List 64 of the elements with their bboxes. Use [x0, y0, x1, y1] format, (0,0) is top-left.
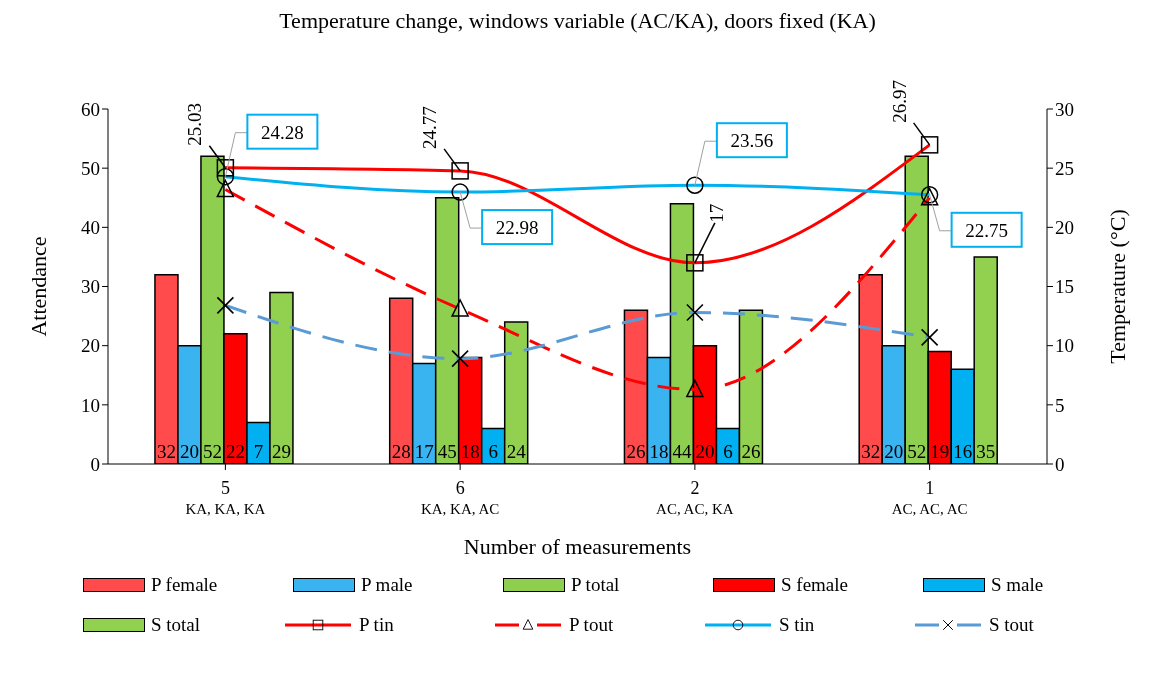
y-tick-label: 10 — [81, 394, 100, 416]
data-label: 24.77 — [419, 106, 441, 149]
y-tick-label: 40 — [81, 217, 100, 239]
legend-label: P tout — [569, 614, 614, 636]
x-axis-title: Number of measurements — [463, 534, 692, 559]
y2-tick-label: 0 — [1055, 453, 1065, 475]
y-axis-title: Attendance — [25, 236, 51, 337]
y-tick-label: 50 — [81, 157, 100, 179]
data-label: 35 — [976, 441, 996, 462]
data-label: 28 — [391, 441, 411, 462]
legend-label: P female — [151, 574, 218, 596]
data-label: 24 — [506, 441, 527, 462]
chart-title: Temperature change, windows variable (AC/KA), doors fixed (KA) — [278, 8, 877, 34]
x-tick-label: 6 KA, KA, AC — [420, 478, 500, 517]
data-label: 32 — [156, 441, 176, 462]
data-label: 16 — [953, 441, 973, 462]
x-tick-label: 1 AC, AC, AC — [891, 478, 968, 517]
data-label: 44 — [672, 441, 692, 462]
y-tick-label: 0 — [90, 453, 100, 475]
data-label: 17 — [705, 203, 727, 223]
legend-label: P total — [571, 574, 620, 596]
data-label: 20 — [695, 441, 715, 462]
data-label: 26.97 — [888, 80, 910, 123]
data-label: 20 — [179, 441, 199, 462]
data-label: 26 — [626, 441, 646, 462]
data-label: 20 — [884, 441, 904, 462]
data-label: 52 — [202, 441, 222, 462]
data-label: 26 — [741, 441, 761, 462]
data-label: 18 — [460, 441, 480, 462]
data-label: 45 — [437, 441, 457, 462]
y-tick-label: 60 — [81, 98, 100, 120]
data-label: 23.56 — [730, 130, 774, 152]
y2-axis-title: Temperature (°C) — [1104, 209, 1130, 364]
y2-tick-label: 25 — [1055, 157, 1074, 179]
data-label: 6 — [488, 441, 498, 462]
y2-tick-label: 30 — [1055, 98, 1074, 120]
data-label: 22.75 — [965, 219, 1008, 241]
x-tick-label: 5 KA, KA, KA — [185, 478, 266, 517]
legend-label: S female — [781, 574, 849, 596]
legend-label: S tout — [989, 614, 1034, 636]
legend-label: S tin — [779, 614, 815, 636]
data-label: 7 — [253, 441, 264, 462]
data-label: 19 — [930, 441, 950, 462]
data-label: 52 — [907, 441, 927, 462]
data-label: 29 — [271, 441, 291, 462]
data-label: 17 — [414, 441, 434, 462]
data-label: 25.03 — [184, 103, 206, 146]
data-label: 22 — [225, 441, 245, 462]
y2-tick-label: 20 — [1055, 217, 1074, 239]
legend-label: P male — [361, 574, 413, 596]
data-label: 22.98 — [495, 217, 539, 239]
legend-label: P tin — [359, 614, 394, 636]
x-tick-label: 2 AC, AC, KA — [656, 478, 734, 517]
y-tick-label: 30 — [81, 276, 100, 298]
data-label: 18 — [649, 441, 669, 462]
data-label: 6 — [723, 441, 733, 462]
y2-tick-label: 15 — [1055, 276, 1074, 298]
legend-label: S male — [991, 574, 1044, 596]
data-label: 32 — [861, 441, 881, 462]
legend-label: S total — [151, 614, 201, 636]
y2-tick-label: 5 — [1055, 394, 1065, 416]
data-label: 24.28 — [261, 121, 304, 143]
y-tick-label: 20 — [81, 335, 100, 357]
y2-tick-label: 10 — [1055, 335, 1074, 357]
